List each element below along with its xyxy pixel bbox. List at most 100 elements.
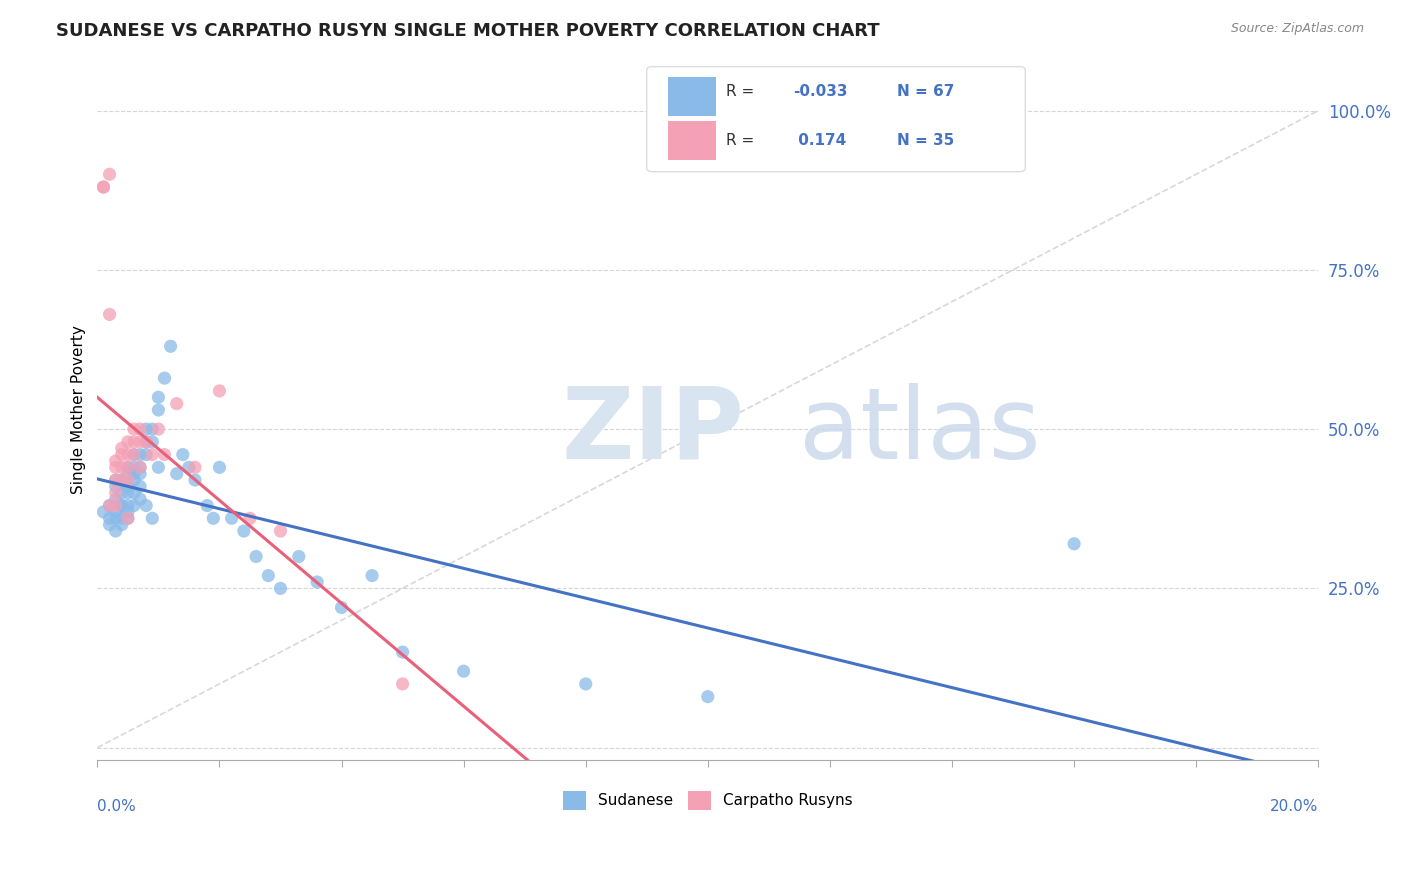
Point: [117, 511, 139, 525]
Point: [575, 677, 598, 691]
Point: [122, 434, 145, 449]
Point: [221, 511, 243, 525]
FancyBboxPatch shape: [647, 67, 1025, 172]
Point: [122, 485, 145, 500]
Point: [111, 499, 134, 513]
Point: [148, 403, 170, 417]
Point: [391, 645, 413, 659]
Point: [111, 511, 134, 525]
Point: [111, 460, 134, 475]
Point: [245, 549, 267, 564]
Point: [111, 448, 134, 462]
Point: [172, 448, 194, 462]
Point: [148, 422, 170, 436]
Point: [117, 479, 139, 493]
Point: [117, 448, 139, 462]
Point: [239, 511, 262, 525]
Point: [104, 454, 127, 468]
FancyBboxPatch shape: [668, 77, 717, 116]
Point: [153, 371, 176, 385]
FancyBboxPatch shape: [668, 121, 717, 160]
Point: [257, 568, 280, 582]
Point: [93, 505, 115, 519]
Point: [117, 460, 139, 475]
Point: [141, 448, 163, 462]
Point: [111, 517, 134, 532]
Point: [104, 505, 127, 519]
Text: atlas: atlas: [800, 383, 1040, 480]
Point: [122, 460, 145, 475]
Point: [166, 467, 188, 481]
Point: [117, 505, 139, 519]
Point: [141, 511, 163, 525]
Point: [98, 511, 121, 525]
Text: 0.174: 0.174: [793, 133, 846, 148]
Point: [135, 434, 157, 449]
Point: [111, 441, 134, 455]
Point: [269, 582, 291, 596]
Point: [104, 485, 127, 500]
Point: [177, 460, 200, 475]
Point: [148, 460, 170, 475]
Text: SUDANESE VS CARPATHO RUSYN SINGLE MOTHER POVERTY CORRELATION CHART: SUDANESE VS CARPATHO RUSYN SINGLE MOTHER…: [56, 22, 880, 40]
Point: [104, 473, 127, 487]
Point: [111, 473, 134, 487]
Point: [117, 434, 139, 449]
Y-axis label: Single Mother Poverty: Single Mother Poverty: [72, 326, 86, 494]
Point: [269, 524, 291, 538]
Point: [111, 499, 134, 513]
Text: Source: ZipAtlas.com: Source: ZipAtlas.com: [1230, 22, 1364, 36]
Point: [98, 308, 121, 322]
Point: [104, 479, 127, 493]
Point: [148, 390, 170, 404]
Point: [129, 460, 152, 475]
Point: [135, 434, 157, 449]
Point: [104, 473, 127, 487]
Point: [98, 499, 121, 513]
Point: [184, 473, 207, 487]
Text: ZIP: ZIP: [561, 383, 744, 480]
Point: [129, 479, 152, 493]
Point: [104, 460, 127, 475]
Point: [117, 467, 139, 481]
Point: [117, 460, 139, 475]
Text: -0.033: -0.033: [793, 84, 848, 99]
Point: [141, 434, 163, 449]
Point: [166, 396, 188, 410]
Text: 20.0%: 20.0%: [1270, 799, 1319, 814]
Point: [111, 485, 134, 500]
Point: [122, 473, 145, 487]
Point: [98, 499, 121, 513]
Point: [208, 460, 231, 475]
Point: [135, 422, 157, 436]
Text: R =: R =: [725, 84, 759, 99]
Point: [232, 524, 254, 538]
Point: [184, 460, 207, 475]
Point: [122, 467, 145, 481]
Point: [129, 422, 152, 436]
Text: 0.0%: 0.0%: [97, 799, 136, 814]
Point: [122, 422, 145, 436]
Point: [98, 517, 121, 532]
Point: [93, 180, 115, 194]
Point: [391, 677, 413, 691]
Point: [129, 448, 152, 462]
Point: [117, 485, 139, 500]
Point: [104, 511, 127, 525]
Text: N = 35: N = 35: [897, 133, 955, 148]
Point: [117, 473, 139, 487]
Point: [202, 511, 225, 525]
Legend: Sudanese, Carpatho Rusyns: Sudanese, Carpatho Rusyns: [557, 785, 859, 816]
Point: [153, 448, 176, 462]
Point: [330, 600, 353, 615]
Point: [1063, 537, 1085, 551]
Point: [129, 434, 152, 449]
Point: [453, 664, 475, 678]
Point: [104, 524, 127, 538]
Point: [122, 448, 145, 462]
Point: [122, 499, 145, 513]
Point: [122, 448, 145, 462]
Point: [117, 511, 139, 525]
Point: [129, 492, 152, 507]
Point: [104, 499, 127, 513]
